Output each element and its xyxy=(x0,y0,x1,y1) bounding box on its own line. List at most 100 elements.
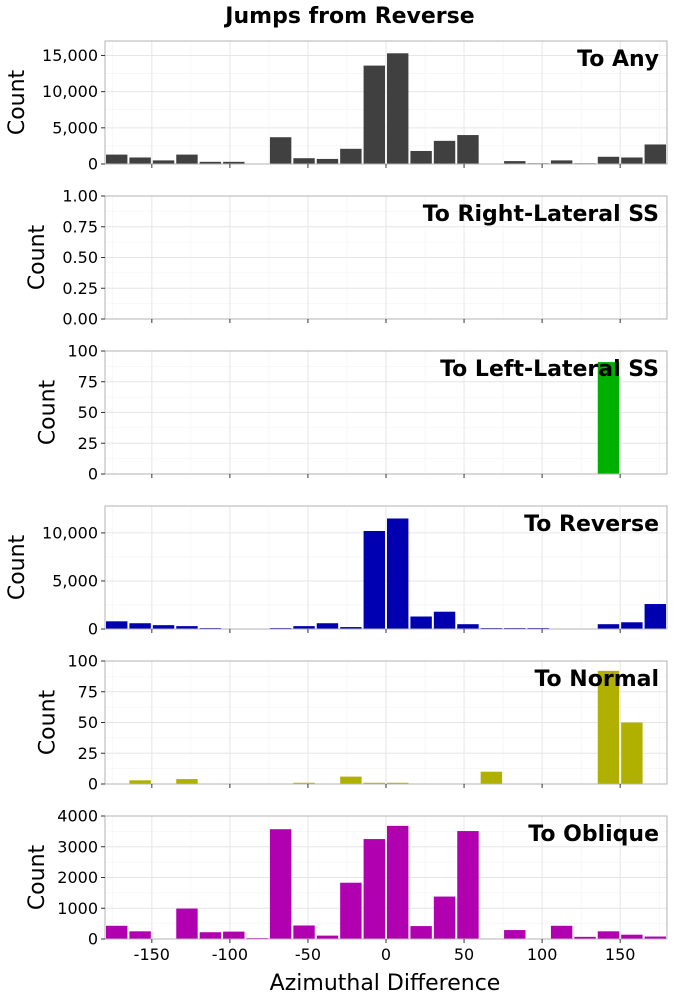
y-tick-label: 75 xyxy=(78,682,98,701)
y-tick-label: 0 xyxy=(88,620,98,639)
y-tick-label: 50 xyxy=(78,403,98,422)
bar xyxy=(340,148,362,164)
bar xyxy=(550,925,573,939)
bar xyxy=(597,156,620,164)
bar xyxy=(106,154,128,164)
bar xyxy=(223,931,245,939)
bar xyxy=(387,518,409,629)
bar xyxy=(129,623,151,629)
y-tick-label: 0.75 xyxy=(62,217,98,236)
panel-3: 0 25 50 75 100 Count To Left-Lateral SS xyxy=(35,342,668,484)
bar xyxy=(152,625,175,629)
panel-title: To Left-Lateral SS xyxy=(440,357,659,382)
bar xyxy=(176,626,198,629)
panel-title: To Oblique xyxy=(528,822,659,847)
y-tick-label: 0 xyxy=(88,775,98,794)
panel-1: 0 5,000 10,000 15,000 Count To Any xyxy=(5,40,668,174)
bar xyxy=(106,925,128,939)
bar xyxy=(433,896,456,939)
y-axis-label: Count xyxy=(35,379,60,445)
x-axis-label: Azimuthal Difference xyxy=(270,971,501,996)
x-tick-label: 50 xyxy=(454,945,474,964)
x-tick-label: -50 xyxy=(295,945,321,964)
bar xyxy=(597,670,620,784)
bar xyxy=(129,157,151,164)
bar xyxy=(574,936,596,939)
bar xyxy=(269,137,292,164)
bar xyxy=(480,771,503,784)
y-axis-label: Count xyxy=(25,224,50,290)
bar xyxy=(316,935,339,939)
y-tick-label: 0 xyxy=(88,465,98,484)
y-tick-label: 25 xyxy=(78,744,98,763)
panel-title: To Any xyxy=(577,47,659,72)
y-tick-label: 4000 xyxy=(57,807,98,826)
y-tick-label: 0.50 xyxy=(62,248,98,267)
bar xyxy=(433,140,456,164)
y-tick-label: 50 xyxy=(78,713,98,732)
bar xyxy=(644,936,666,939)
x-tick-label: 100 xyxy=(527,945,558,964)
bar xyxy=(152,160,175,164)
bar xyxy=(457,624,479,629)
y-tick-label: 100 xyxy=(67,342,98,361)
bar xyxy=(457,831,479,939)
bar xyxy=(176,908,198,939)
y-tick-label: 1000 xyxy=(57,899,98,918)
bar xyxy=(644,144,666,164)
bar xyxy=(129,931,151,939)
bar xyxy=(269,829,292,939)
bar xyxy=(621,934,643,939)
bar xyxy=(621,622,643,629)
x-tick-label: -100 xyxy=(212,945,248,964)
y-tick-label: 3000 xyxy=(57,837,98,856)
panel-title: To Right-Lateral SS xyxy=(423,202,659,227)
bar xyxy=(129,780,151,784)
y-tick-label: 10,000 xyxy=(42,523,98,542)
bar xyxy=(340,882,362,939)
bar xyxy=(223,161,245,164)
bar xyxy=(504,930,526,939)
bar xyxy=(363,782,385,784)
bar xyxy=(621,157,643,164)
bar xyxy=(550,160,573,164)
bar xyxy=(293,925,315,939)
y-axis-label: Count xyxy=(35,689,60,755)
x-tick-label: 150 xyxy=(605,945,636,964)
y-tick-label: 0 xyxy=(88,930,98,949)
panel-title: To Normal xyxy=(534,667,659,692)
bar xyxy=(410,616,432,629)
bar xyxy=(387,782,409,784)
panels-group: 0 5,000 10,000 15,000 Count To Any 0.00 0.25 0.5… xyxy=(5,40,668,964)
bar xyxy=(199,932,222,939)
y-tick-label: 5,000 xyxy=(52,118,98,137)
y-tick-label: 10,000 xyxy=(42,82,98,101)
y-tick-label: 0.00 xyxy=(62,310,98,329)
y-axis-label: Count xyxy=(5,69,30,135)
bar xyxy=(504,161,526,164)
bar xyxy=(106,621,128,629)
bar xyxy=(363,530,385,629)
y-axis-label: Count xyxy=(5,534,30,600)
bar xyxy=(293,782,315,784)
bar xyxy=(410,150,432,164)
y-tick-label: 5,000 xyxy=(52,571,98,590)
bar xyxy=(597,362,620,474)
y-tick-label: 25 xyxy=(78,434,98,453)
bar xyxy=(176,154,198,164)
y-axis-label: Count xyxy=(25,844,50,910)
y-tick-label: 0 xyxy=(88,155,98,174)
bar xyxy=(457,135,479,164)
bar xyxy=(644,604,666,629)
panel-5: 0 25 50 75 100 Count To Normal xyxy=(35,652,668,794)
bar xyxy=(597,624,620,629)
panel-2: 0.00 0.25 0.50 0.75 1.00 Count To Right-Latera… xyxy=(25,187,668,329)
bar xyxy=(316,158,339,164)
bar xyxy=(433,611,456,629)
bar xyxy=(387,53,409,164)
bar xyxy=(316,623,339,629)
y-tick-label: 1.00 xyxy=(62,187,98,206)
panel-title: To Reverse xyxy=(524,512,659,537)
bar xyxy=(387,825,409,939)
